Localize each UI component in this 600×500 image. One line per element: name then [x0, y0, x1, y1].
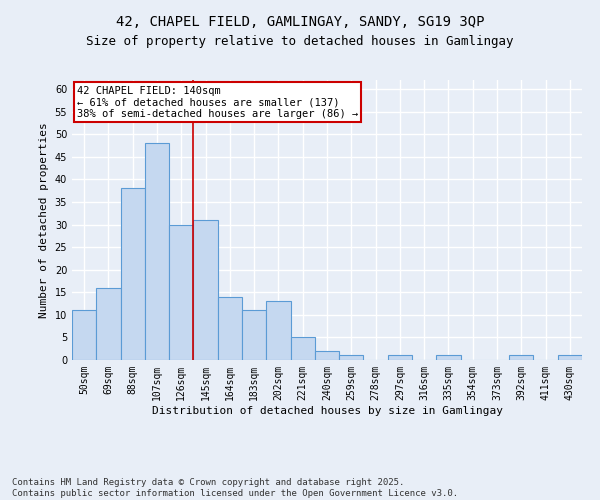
Bar	[290, 338, 315, 360]
Bar	[315, 351, 339, 360]
Bar	[339, 356, 364, 360]
Bar	[72, 310, 96, 360]
Bar	[121, 188, 145, 360]
Bar	[436, 356, 461, 360]
Bar	[242, 310, 266, 360]
Bar	[193, 220, 218, 360]
Text: 42, CHAPEL FIELD, GAMLINGAY, SANDY, SG19 3QP: 42, CHAPEL FIELD, GAMLINGAY, SANDY, SG19…	[116, 15, 484, 29]
Text: Size of property relative to detached houses in Gamlingay: Size of property relative to detached ho…	[86, 35, 514, 48]
Y-axis label: Number of detached properties: Number of detached properties	[39, 122, 49, 318]
Bar	[558, 356, 582, 360]
Bar	[388, 356, 412, 360]
Text: Contains HM Land Registry data © Crown copyright and database right 2025.
Contai: Contains HM Land Registry data © Crown c…	[12, 478, 458, 498]
Bar	[266, 302, 290, 360]
Bar	[169, 224, 193, 360]
Bar	[96, 288, 121, 360]
Text: 42 CHAPEL FIELD: 140sqm
← 61% of detached houses are smaller (137)
38% of semi-d: 42 CHAPEL FIELD: 140sqm ← 61% of detache…	[77, 86, 358, 119]
Bar	[218, 297, 242, 360]
Bar	[509, 356, 533, 360]
X-axis label: Distribution of detached houses by size in Gamlingay: Distribution of detached houses by size …	[151, 406, 503, 415]
Bar	[145, 143, 169, 360]
